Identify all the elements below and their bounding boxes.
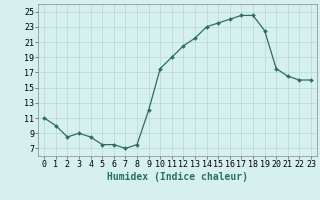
X-axis label: Humidex (Indice chaleur): Humidex (Indice chaleur) [107,172,248,182]
